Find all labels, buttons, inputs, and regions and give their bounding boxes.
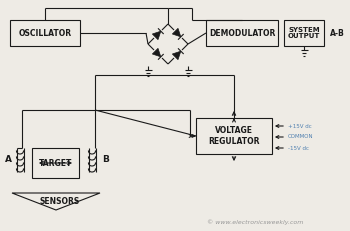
Text: A-B: A-B [330,28,345,37]
Text: OSCILLATOR: OSCILLATOR [19,28,71,37]
Bar [10,20,80,46]
Bar [196,118,272,154]
Polygon shape [152,31,161,40]
Text: B: B [103,155,110,164]
Text: SENSORS: SENSORS [40,198,80,207]
Polygon shape [172,51,181,60]
Polygon shape [172,28,181,37]
Bar [284,20,324,46]
Bar [32,148,79,178]
Text: DEMODULATOR: DEMODULATOR [209,28,275,37]
Text: A: A [5,155,12,164]
Text: -15V dc: -15V dc [288,146,309,151]
Text: TARGET: TARGET [39,158,72,167]
Polygon shape [152,48,161,57]
Text: +15V dc: +15V dc [288,124,312,128]
Text: VOLTAGE
REGULATOR: VOLTAGE REGULATOR [208,126,260,146]
Text: COMMON: COMMON [288,134,314,140]
Text: © www.electronicsweekly.com: © www.electronicsweekly.com [207,219,303,225]
Text: SYSTEM
OUTPUT: SYSTEM OUTPUT [288,27,320,40]
Bar [206,20,278,46]
